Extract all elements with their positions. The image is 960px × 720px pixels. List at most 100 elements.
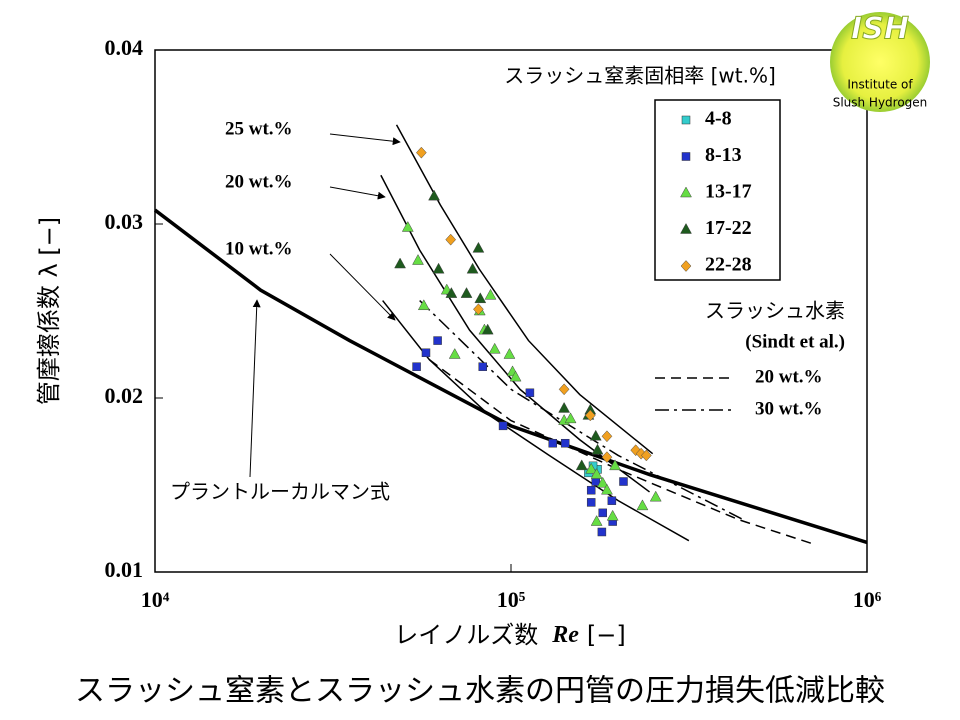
curve bbox=[428, 359, 815, 545]
point bbox=[585, 462, 598, 474]
point bbox=[560, 438, 570, 448]
point bbox=[460, 287, 473, 298]
point bbox=[488, 342, 501, 354]
legend-label: 30 wt.% bbox=[755, 398, 823, 419]
point bbox=[466, 262, 479, 274]
y-axis-label: 管摩擦係数 λ [−] bbox=[35, 217, 63, 405]
y-tick-label: 0.01 bbox=[105, 557, 144, 582]
legend-title: スラッシュ窒素固相率 [wt.%] bbox=[504, 64, 776, 88]
annotation: 10 wt.% bbox=[225, 238, 293, 259]
point bbox=[525, 388, 535, 398]
point bbox=[548, 438, 557, 448]
logo-circle bbox=[830, 12, 930, 112]
curve bbox=[395, 124, 654, 455]
point bbox=[586, 498, 596, 507]
point bbox=[481, 323, 494, 335]
y-tick-label: 0.02 bbox=[105, 383, 144, 408]
x-label-text: レイノルズ数 bbox=[394, 621, 538, 649]
point bbox=[445, 233, 457, 246]
point bbox=[472, 241, 485, 253]
logo-line: Institute of bbox=[847, 78, 913, 92]
point bbox=[498, 421, 508, 431]
x-axis-label: レイノルズ数 Re [−] bbox=[394, 621, 626, 649]
annotation-arrow bbox=[249, 299, 261, 478]
legend-label: 20 wt.% bbox=[755, 366, 823, 387]
annotation-arrow bbox=[329, 186, 386, 200]
legend-label: 17-22 bbox=[705, 217, 752, 239]
point bbox=[473, 303, 484, 316]
point bbox=[590, 515, 603, 526]
legend-marker bbox=[680, 222, 692, 234]
point bbox=[596, 476, 609, 488]
curve bbox=[380, 174, 650, 493]
point bbox=[432, 262, 445, 274]
point bbox=[575, 459, 588, 471]
legend-label: 4-8 bbox=[705, 108, 732, 130]
point bbox=[589, 429, 602, 441]
point bbox=[478, 362, 487, 371]
point bbox=[421, 348, 431, 358]
y-tick-label: 0.04 bbox=[105, 35, 144, 60]
point bbox=[606, 509, 619, 521]
point bbox=[433, 336, 442, 345]
point bbox=[412, 254, 424, 265]
legend-marker bbox=[680, 260, 692, 272]
x-tick-label: 10⁴ bbox=[141, 587, 170, 612]
point bbox=[601, 430, 613, 443]
point bbox=[445, 287, 458, 298]
point bbox=[584, 409, 596, 422]
point bbox=[586, 485, 596, 495]
x-label-unit: [−] bbox=[587, 621, 626, 649]
legend-label: 8-13 bbox=[705, 144, 742, 166]
point bbox=[474, 292, 487, 304]
logo-title: ISH bbox=[851, 12, 909, 47]
annotation: 20 wt.% bbox=[225, 171, 293, 192]
point bbox=[417, 299, 430, 311]
point bbox=[401, 220, 414, 232]
curve bbox=[153, 208, 868, 545]
point bbox=[607, 496, 617, 505]
point bbox=[601, 451, 613, 464]
point bbox=[597, 527, 607, 537]
point bbox=[641, 449, 652, 462]
legend-marker bbox=[681, 152, 691, 161]
annotation-arrow bbox=[329, 253, 396, 321]
annotation: 25 wt.% bbox=[225, 118, 293, 139]
point bbox=[503, 347, 516, 359]
caption: スラッシュ窒素とスラッシュ水素の円管の圧力損失低減比較 bbox=[75, 674, 885, 709]
curve bbox=[382, 300, 690, 542]
legend-title: スラッシュ水素 bbox=[705, 299, 845, 323]
point bbox=[590, 468, 603, 479]
x-tick-label: 10⁶ bbox=[853, 587, 882, 612]
legend-marker bbox=[681, 115, 691, 125]
point bbox=[591, 443, 604, 455]
point bbox=[564, 412, 577, 424]
point bbox=[416, 146, 427, 159]
x-label-var: Re bbox=[551, 622, 579, 648]
point bbox=[412, 362, 421, 371]
point bbox=[558, 383, 570, 396]
point bbox=[484, 288, 497, 300]
y-tick-label: 0.03 bbox=[105, 209, 144, 234]
point bbox=[636, 499, 649, 511]
point bbox=[448, 347, 461, 359]
legend-label: 13-17 bbox=[705, 181, 752, 203]
legend-box bbox=[654, 99, 781, 281]
x-tick-label: 10⁵ bbox=[497, 587, 526, 612]
annotation-arrow bbox=[329, 133, 401, 146]
point bbox=[428, 189, 440, 201]
point bbox=[509, 370, 522, 382]
point bbox=[394, 257, 407, 269]
point bbox=[601, 483, 613, 495]
point bbox=[619, 477, 628, 486]
legend-subtitle: (Sindt et al.) bbox=[745, 331, 845, 352]
legend-label: 22-28 bbox=[705, 254, 752, 276]
logo: ISH Institute of Slush Hydrogen bbox=[830, 11, 930, 112]
logo-line: Slush Hydrogen bbox=[833, 96, 928, 110]
legend-marker bbox=[680, 186, 692, 198]
point bbox=[649, 490, 662, 502]
point bbox=[558, 401, 571, 413]
annotation: プラントルーカルマン式 bbox=[170, 480, 390, 504]
point bbox=[598, 508, 607, 518]
